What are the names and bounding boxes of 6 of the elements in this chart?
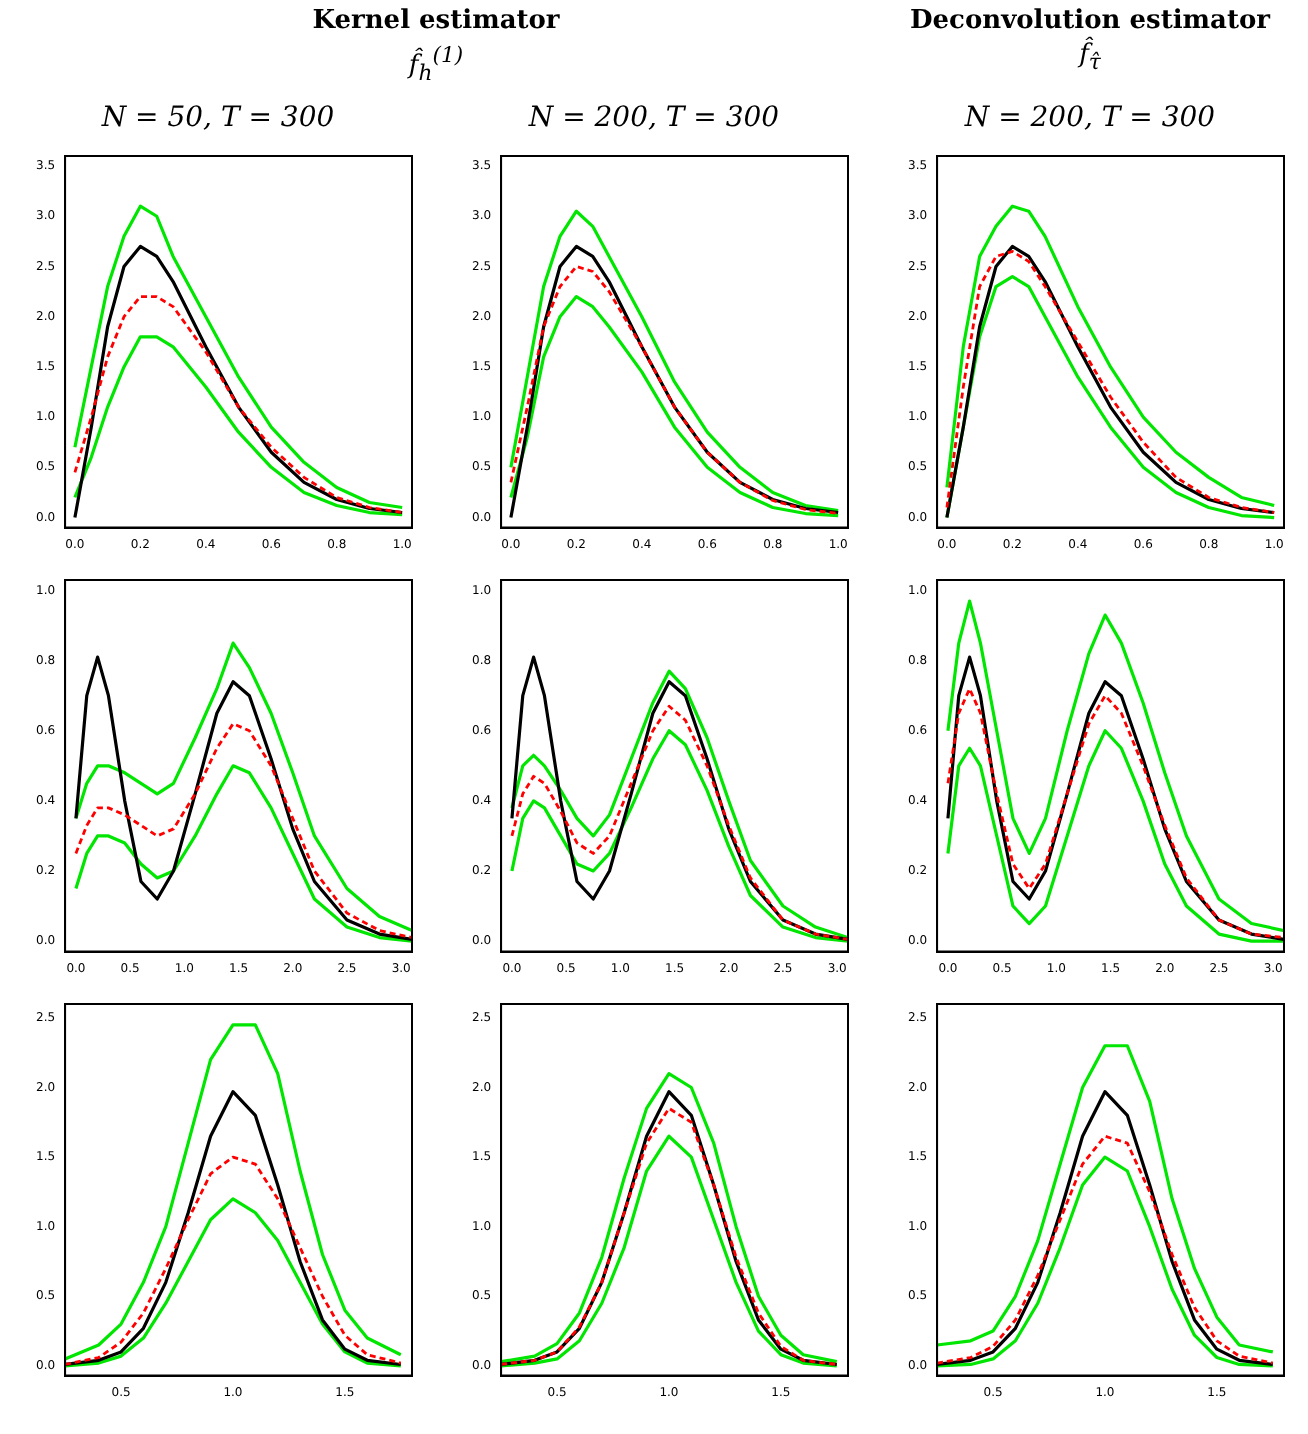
chart-title: N = 200, T = 300 — [526, 100, 782, 138]
chart-title: N = 50, T = 300 — [99, 100, 337, 138]
chart-title: N = 200, T = 300 — [962, 100, 1218, 138]
text: f̂$_{τ̂}$ — [1075, 38, 1103, 80]
text: Kernel estimator — [310, 4, 562, 38]
text: Deconvolution estimator — [907, 4, 1273, 36]
